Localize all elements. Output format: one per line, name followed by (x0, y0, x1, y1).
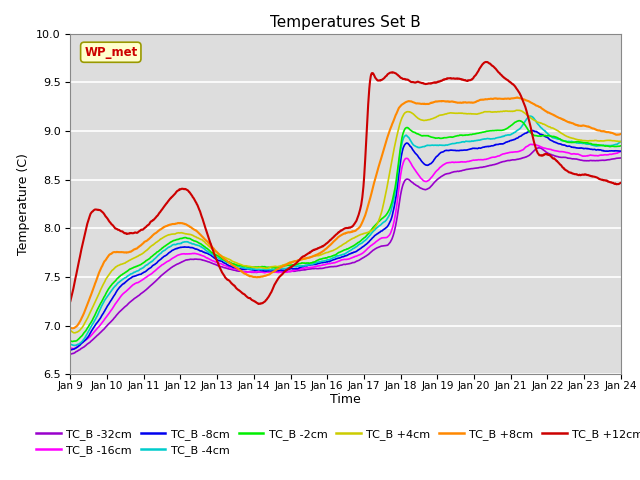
Line: TC_B +8cm: TC_B +8cm (70, 97, 621, 328)
TC_B -2cm (68, 338, 76, 344)
TC_B +4cm (380, 199, 388, 205)
TC_B -32cm (67, 351, 74, 357)
Text: WP_met: WP_met (84, 46, 138, 59)
TC_B -2cm (380, 214, 388, 220)
TC_B +8cm (513, 95, 521, 100)
TC_B -2cm (300, 260, 308, 266)
TC_B +12cm (617, 180, 625, 186)
TC_B -16cm (109, 304, 117, 310)
TC_B +8cm (617, 131, 625, 137)
TC_B -4cm (132, 269, 140, 275)
TC_B +8cm (109, 249, 117, 255)
Legend: TC_B -32cm, TC_B -16cm, TC_B -8cm, TC_B -4cm, TC_B -2cm, TC_B +4cm, TC_B +8cm, T: TC_B -32cm, TC_B -16cm, TC_B -8cm, TC_B … (32, 424, 640, 460)
TC_B -4cm (71, 343, 79, 348)
TC_B -2cm (109, 280, 117, 286)
TC_B +12cm (255, 301, 262, 307)
TC_B -4cm (67, 341, 74, 347)
TC_B -32cm (300, 267, 308, 273)
TC_B -8cm (67, 347, 75, 353)
TC_B +8cm (68, 325, 76, 331)
TC_B -32cm (132, 295, 140, 301)
Line: TC_B -4cm: TC_B -4cm (70, 116, 621, 346)
Line: TC_B -16cm: TC_B -16cm (70, 144, 621, 349)
Line: TC_B +12cm: TC_B +12cm (70, 62, 621, 304)
TC_B -4cm (322, 258, 330, 264)
TC_B +4cm (513, 108, 520, 113)
TC_B +8cm (67, 325, 74, 331)
TC_B -2cm (515, 118, 523, 123)
Title: Temperatures Set B: Temperatures Set B (270, 15, 421, 30)
TC_B -8cm (109, 294, 117, 300)
TC_B +4cm (70, 330, 78, 336)
TC_B +12cm (300, 253, 308, 259)
TC_B +8cm (132, 246, 140, 252)
TC_B -16cm (67, 345, 74, 351)
TC_B +8cm (380, 146, 388, 152)
TC_B +12cm (380, 75, 388, 81)
TC_B -4cm (300, 263, 308, 269)
TC_B -16cm (132, 280, 140, 286)
TC_B -16cm (617, 149, 625, 155)
TC_B +4cm (109, 266, 117, 272)
TC_B +12cm (312, 246, 319, 252)
TC_B -32cm (617, 155, 625, 161)
TC_B +12cm (322, 241, 330, 247)
TC_B -32cm (380, 243, 387, 249)
TC_B -8cm (300, 263, 308, 269)
Line: TC_B -2cm: TC_B -2cm (70, 120, 621, 341)
TC_B +4cm (300, 256, 308, 262)
X-axis label: Time: Time (330, 394, 361, 407)
TC_B -8cm (67, 347, 74, 353)
TC_B -4cm (527, 113, 534, 119)
TC_B -16cm (70, 346, 77, 352)
TC_B -8cm (617, 148, 625, 154)
TC_B -8cm (529, 128, 536, 133)
TC_B +12cm (67, 298, 74, 304)
TC_B -4cm (312, 260, 319, 266)
TC_B -2cm (132, 264, 140, 270)
TC_B -32cm (109, 317, 117, 323)
TC_B -2cm (312, 259, 319, 264)
TC_B +8cm (312, 252, 319, 258)
TC_B -8cm (132, 273, 140, 279)
TC_B +8cm (300, 256, 308, 262)
Y-axis label: Temperature (C): Temperature (C) (17, 153, 31, 255)
TC_B -8cm (380, 227, 388, 232)
TC_B -8cm (312, 262, 319, 267)
TC_B -4cm (617, 139, 625, 144)
Line: TC_B +4cm: TC_B +4cm (70, 110, 621, 333)
TC_B +4cm (67, 327, 74, 333)
TC_B -16cm (380, 235, 388, 240)
TC_B +12cm (482, 59, 490, 65)
TC_B -16cm (312, 264, 319, 269)
TC_B +12cm (109, 223, 117, 228)
TC_B -2cm (617, 143, 625, 149)
TC_B -32cm (312, 265, 319, 271)
TC_B -16cm (322, 262, 330, 267)
Line: TC_B -8cm: TC_B -8cm (70, 131, 621, 350)
Line: TC_B -32cm: TC_B -32cm (70, 148, 621, 354)
TC_B +4cm (617, 139, 625, 144)
TC_B -16cm (528, 142, 536, 147)
TC_B -2cm (67, 338, 74, 344)
TC_B -4cm (380, 219, 388, 225)
TC_B +4cm (132, 254, 140, 260)
TC_B -16cm (300, 265, 308, 271)
TC_B +8cm (322, 246, 330, 252)
TC_B -4cm (109, 285, 117, 291)
TC_B +4cm (312, 253, 319, 259)
TC_B -2cm (322, 255, 330, 261)
TC_B +4cm (322, 250, 330, 256)
TC_B -32cm (321, 264, 329, 270)
TC_B -8cm (322, 259, 330, 265)
TC_B +12cm (132, 229, 140, 235)
TC_B -32cm (534, 145, 542, 151)
